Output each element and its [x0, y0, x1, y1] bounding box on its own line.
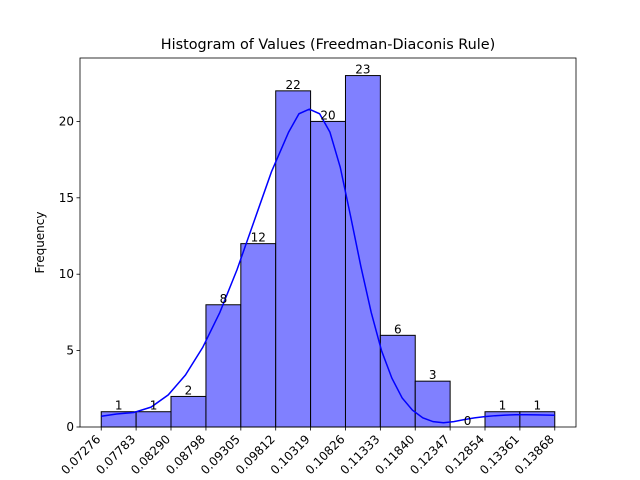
- histogram-bar: [379, 334, 416, 428]
- y-axis: 0 5 10 15 20: [59, 114, 80, 434]
- bar-count-label: 23: [355, 63, 370, 77]
- y-tick-label: 0: [66, 420, 74, 434]
- chart-title: Histogram of Values (Freedman-Diaconis R…: [161, 37, 495, 53]
- kde-curve-group: [101, 108, 555, 424]
- bar-count-label: 1: [534, 399, 542, 413]
- histogram-bar: [519, 411, 556, 428]
- y-tick-label: 10: [59, 267, 74, 281]
- bar-count-label: 2: [185, 383, 193, 397]
- histogram-bar: [414, 380, 451, 428]
- y-axis-label: Frequency: [33, 212, 47, 274]
- bar-count-label: 1: [150, 399, 158, 413]
- histogram-bar: [275, 90, 312, 428]
- y-tick-label: 20: [59, 114, 74, 128]
- plot-frame: [79, 57, 577, 428]
- y-tick-label: 15: [59, 191, 74, 205]
- histogram-bar: [170, 395, 207, 428]
- histogram-bar: [344, 75, 381, 428]
- bar-count-label: 8: [220, 292, 228, 306]
- bar-count-label: 1: [115, 399, 123, 413]
- histogram-bar: [205, 304, 242, 428]
- bar-count-label: 20: [320, 108, 335, 122]
- bar-count-label: 12: [251, 231, 266, 245]
- bar-count-label: 22: [286, 78, 301, 92]
- bar-count-label: 1: [499, 399, 507, 413]
- y-tick-label: 5: [66, 344, 74, 358]
- histogram-bars: [100, 75, 556, 428]
- histogram-bar: [484, 411, 521, 428]
- bar-count-label: 3: [429, 368, 437, 382]
- histogram-bar: [135, 411, 172, 428]
- bar-count-label: 6: [394, 322, 402, 336]
- kde-curve: [101, 108, 555, 424]
- bar-count-label: 0: [464, 414, 472, 428]
- histogram-bar: [240, 243, 277, 428]
